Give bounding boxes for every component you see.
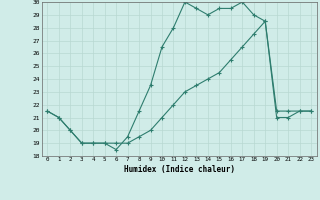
- X-axis label: Humidex (Indice chaleur): Humidex (Indice chaleur): [124, 165, 235, 174]
